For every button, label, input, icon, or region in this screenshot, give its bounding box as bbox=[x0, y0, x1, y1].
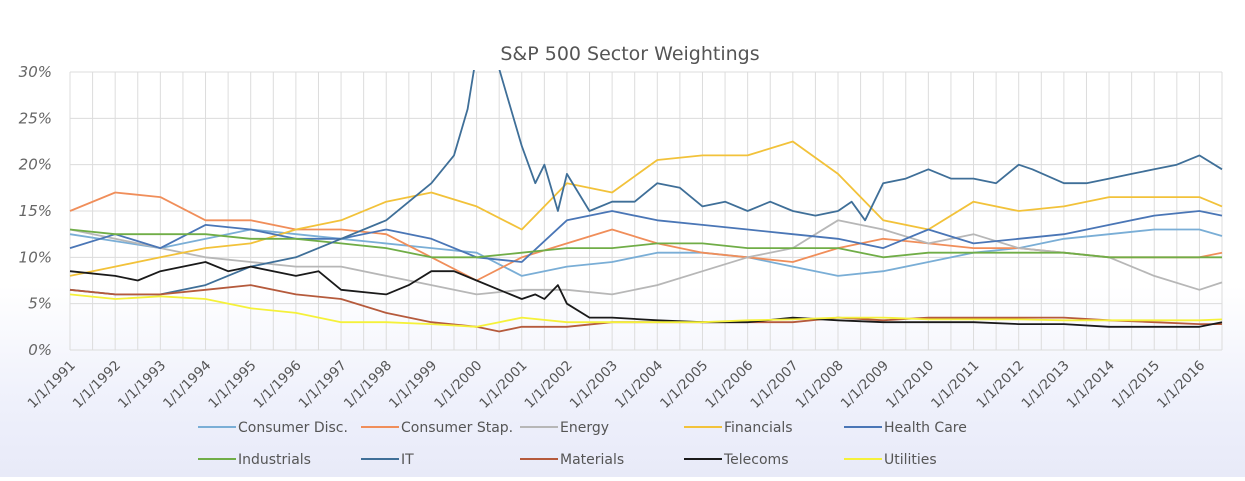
x-tick-label: 1/1/2012 bbox=[973, 358, 1027, 412]
x-tick-label: 1/1/1999 bbox=[386, 358, 440, 412]
x-tick-label: 1/1/2004 bbox=[612, 358, 666, 412]
x-tick-label: 1/1/1991 bbox=[25, 358, 79, 412]
legend: Consumer Disc. Consumer Stap. Energy Financ… bbox=[198, 420, 967, 468]
x-tick-label: 1/1/2006 bbox=[702, 358, 756, 412]
x-tick-label: 1/1/2014 bbox=[1064, 358, 1118, 412]
x-tick-label: 1/1/2005 bbox=[657, 358, 711, 412]
x-tick-label: 1/1/1995 bbox=[205, 358, 259, 412]
x-tick-label: 1/1/1993 bbox=[115, 358, 169, 412]
x-tick-label: 1/1/2003 bbox=[567, 358, 621, 412]
y-tick-label: 10% bbox=[19, 248, 52, 266]
x-tick-label: 1/1/2008 bbox=[793, 358, 847, 412]
chart-title: S&P 500 Sector Weightings bbox=[500, 43, 759, 65]
x-tick-label: 1/1/2002 bbox=[522, 358, 576, 412]
y-tick-label: 5% bbox=[28, 295, 52, 313]
legend-label-financials: Financials bbox=[724, 420, 793, 436]
series-lines bbox=[69, 70, 1223, 333]
legend-label-health-care: Health Care bbox=[884, 420, 967, 436]
x-tick-label: 1/1/2001 bbox=[476, 358, 530, 412]
legend-label-energy: Energy bbox=[560, 420, 609, 436]
series-line-industrials bbox=[69, 228, 1222, 259]
x-tick-label: 1/1/2011 bbox=[928, 358, 982, 412]
y-tick-label: 15% bbox=[19, 202, 52, 220]
x-tick-label: 1/1/2013 bbox=[1019, 358, 1073, 412]
y-tick-label: 30% bbox=[19, 63, 52, 81]
legend-label-telecoms: Telecoms bbox=[723, 452, 788, 468]
series-line-utilities bbox=[69, 293, 1223, 328]
y-tick-label: 0% bbox=[28, 341, 52, 359]
legend-label-industrials: Industrials bbox=[238, 452, 311, 468]
x-tick-label: 1/1/2016 bbox=[1154, 358, 1208, 412]
series-line-telecoms bbox=[69, 261, 1223, 328]
x-tick-label: 1/1/1998 bbox=[341, 358, 395, 412]
x-tick-label: 1/1/2000 bbox=[431, 358, 485, 412]
x-tick-label: 1/1/2015 bbox=[1109, 358, 1163, 412]
y-axis: 0% 5% 10% 15% 20% 25% 30% bbox=[19, 63, 52, 359]
legend-label-utilities: Utilities bbox=[884, 452, 937, 468]
series-line-it bbox=[69, 70, 1223, 296]
legend-label-materials: Materials bbox=[560, 452, 624, 468]
y-tick-label: 20% bbox=[19, 156, 52, 174]
x-tick-label: 1/1/2007 bbox=[747, 358, 801, 412]
x-axis: 1/1/19911/1/19921/1/19931/1/19941/1/1995… bbox=[25, 358, 1209, 412]
legend-label-consumer-stap: Consumer Stap. bbox=[401, 420, 513, 436]
x-tick-label: 1/1/1994 bbox=[160, 358, 214, 412]
x-tick-label: 1/1/2010 bbox=[883, 358, 937, 412]
y-tick-label: 25% bbox=[19, 109, 52, 127]
legend-label-it: IT bbox=[401, 452, 414, 468]
legend-label-consumer-disc: Consumer Disc. bbox=[238, 420, 348, 436]
x-tick-label: 1/1/2009 bbox=[838, 358, 892, 412]
x-tick-label: 1/1/1992 bbox=[70, 358, 124, 412]
grid bbox=[69, 71, 1223, 351]
series-line-health-care bbox=[69, 210, 1223, 263]
x-tick-label: 1/1/1996 bbox=[251, 358, 305, 412]
x-tick-label: 1/1/1997 bbox=[296, 358, 350, 412]
